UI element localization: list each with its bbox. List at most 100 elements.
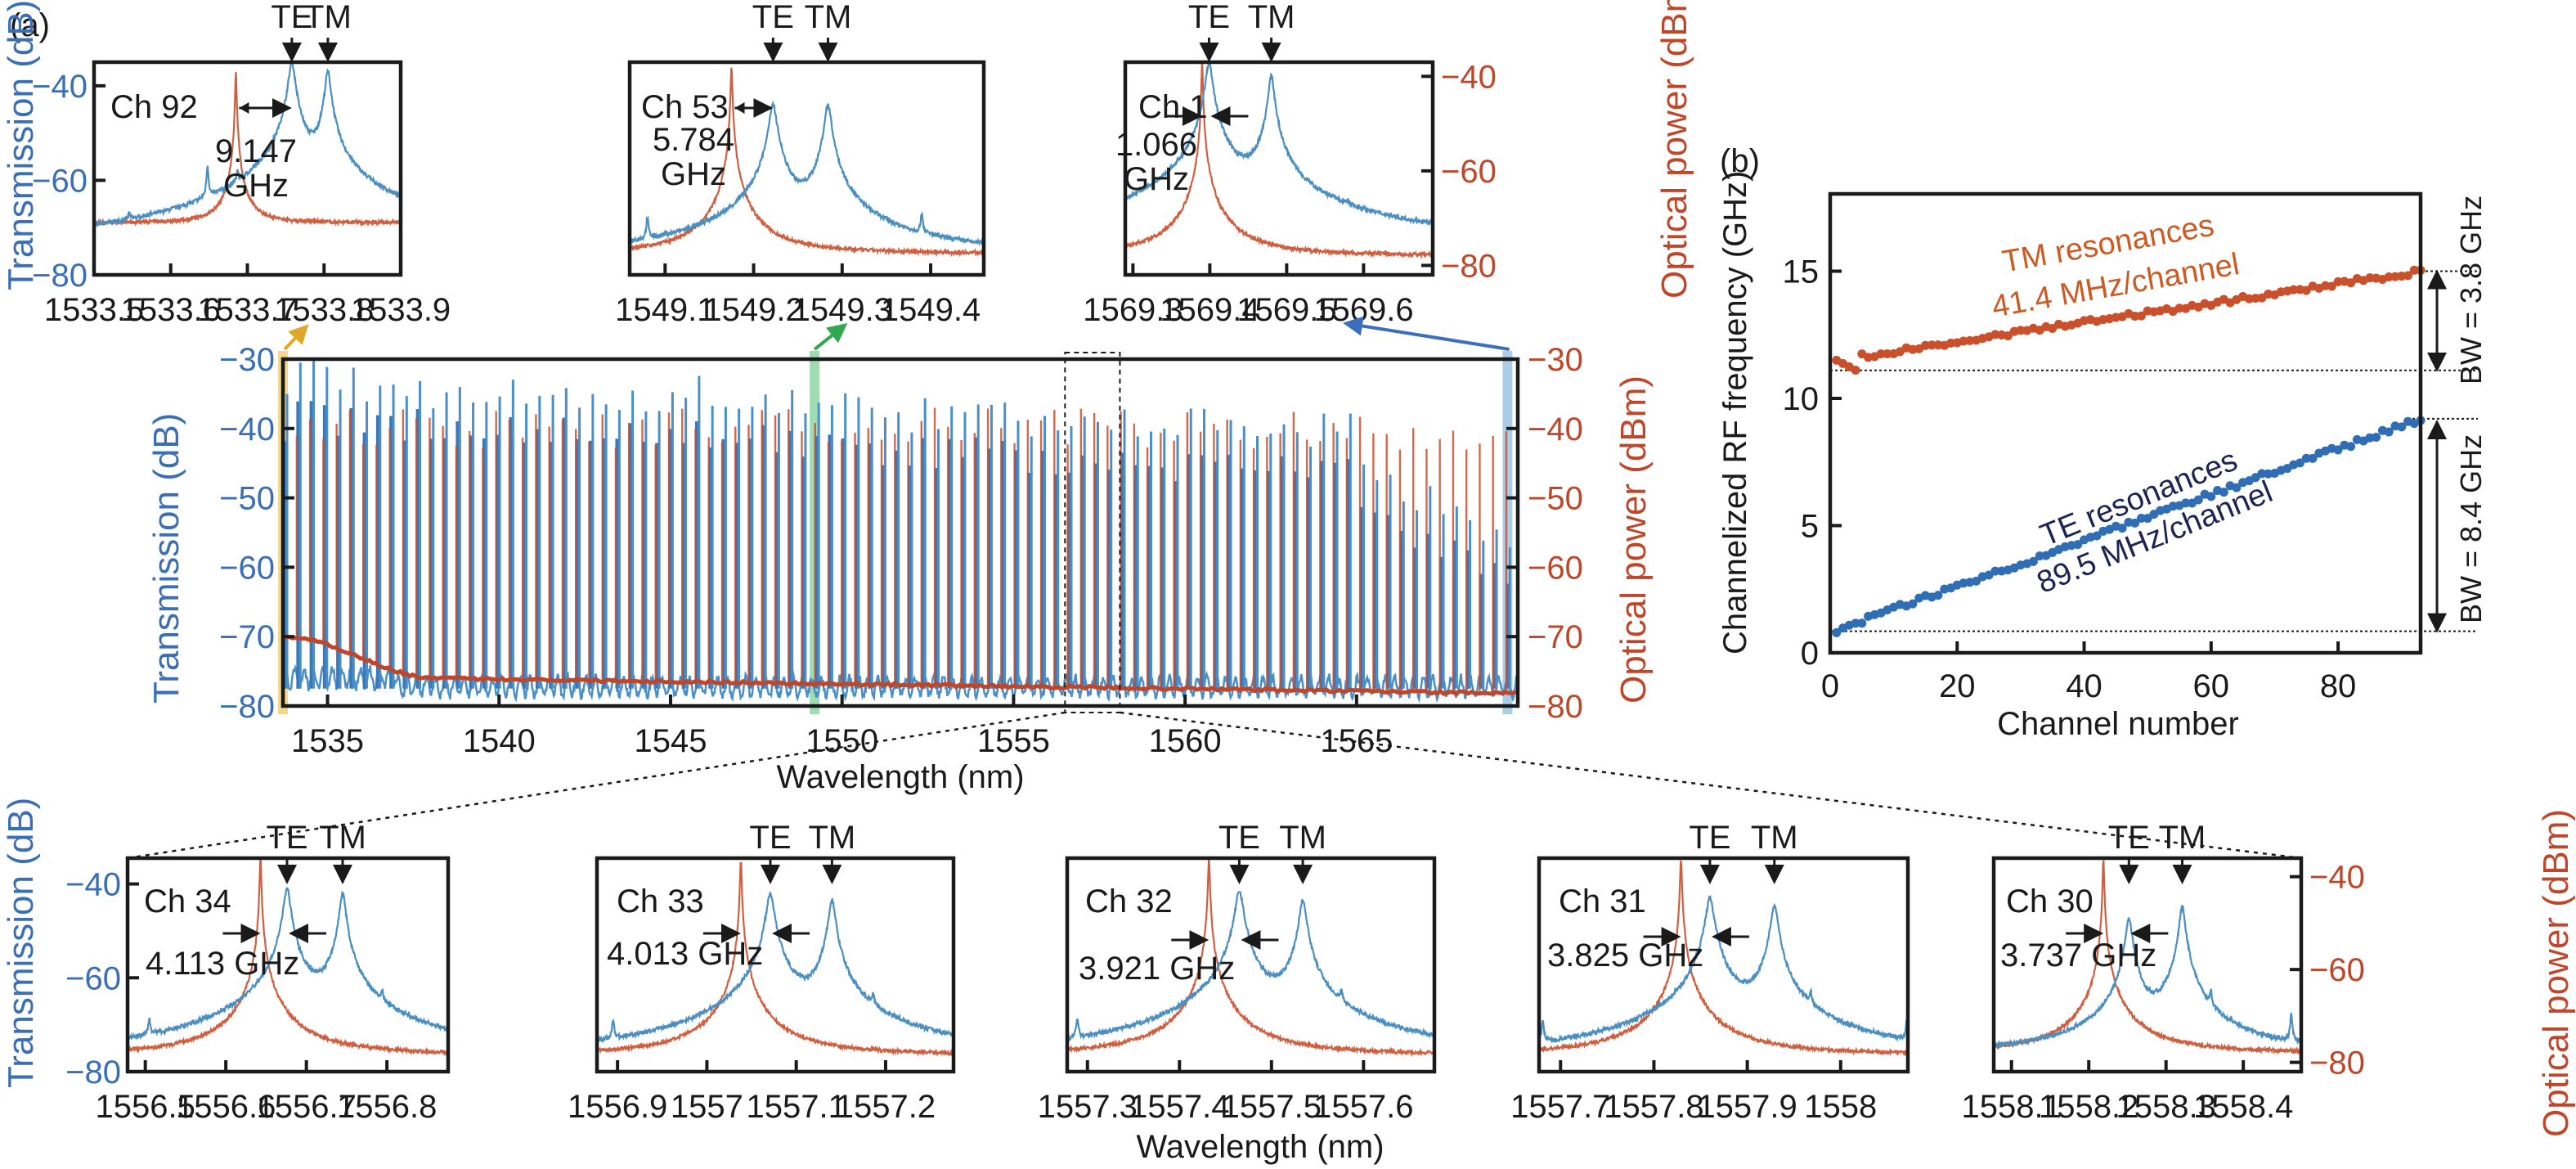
x-tick-label: 1533.8	[274, 292, 374, 328]
y-tick-right-label: −30	[1528, 342, 1583, 378]
x-tick-label: 1545	[634, 723, 707, 759]
traces	[128, 858, 448, 1057]
x-tick-label: 1558.2	[2039, 1089, 2138, 1125]
y-tick-right-label: −60	[1528, 550, 1583, 586]
x-tick-label: 1557.3	[1038, 1089, 1138, 1125]
tm-data-point	[2301, 286, 2311, 295]
te-data-point	[2028, 556, 2038, 566]
optical-power-floor	[283, 634, 1518, 697]
te-data-point	[2232, 483, 2242, 492]
te-marker-label: TE	[266, 820, 307, 856]
separation-value: 4.113 GHz	[146, 946, 299, 982]
channel-label: Ch 32	[1085, 883, 1173, 919]
x-tick-label: 1565	[1320, 723, 1393, 759]
x-tick-label: 1557.1	[747, 1089, 846, 1125]
tm-data-point	[2136, 311, 2146, 321]
te-data-point	[2130, 518, 2140, 528]
channel-label: Ch 92	[110, 89, 198, 125]
tm-marker-label: TM	[304, 0, 352, 35]
transmission-trace	[283, 359, 1518, 704]
x-tick-label: 1557.4	[1129, 1089, 1229, 1125]
arrow-to-ch53	[813, 323, 848, 351]
tm-data-point	[2403, 271, 2412, 281]
y-tick-label: 15	[1783, 254, 1820, 290]
channel-label: Ch 31	[1559, 883, 1646, 919]
main-xlabel: Wavelength (nm)	[776, 759, 1024, 795]
x-tick-label: 1540	[463, 723, 536, 759]
traces	[597, 861, 954, 1057]
transmission-baseline	[283, 663, 1518, 704]
te-data-point	[2397, 422, 2407, 432]
te-data-point	[2117, 524, 2127, 533]
zoom-connector-right	[1120, 711, 2302, 860]
separation-value: 3.825 GHz	[1547, 937, 1703, 973]
x-tick-label: 1533.6	[121, 292, 221, 328]
separation-arrowhead-left	[734, 102, 745, 114]
y-tick-label: −80	[65, 1054, 121, 1090]
y-tick-label: −40	[65, 867, 121, 903]
plot-frame	[1065, 856, 1437, 1074]
y-tick-right-label: −60	[2309, 952, 2365, 988]
tm-data-point	[2384, 272, 2394, 282]
x-tick-label: 1556.6	[176, 1089, 276, 1125]
tm-data-point	[2333, 277, 2343, 286]
te-data-point	[2384, 427, 2394, 437]
te-data-point	[2193, 495, 2203, 505]
transmission-trace	[1539, 895, 1908, 1044]
tm-marker-label: TM	[809, 820, 856, 856]
rf-frequency-chart: 0 20 40 60 80 0 5 10 15	[1783, 191, 2478, 704]
te-data-point	[1972, 576, 1981, 586]
main-spectrum-chart: 1535 1540 1545 1550 1555 1560 1565 −30 −40 −50 −60…	[127, 316, 2302, 860]
y-tick-right-label: −60	[1441, 154, 1497, 190]
transmission-trace	[1125, 62, 1433, 226]
y-tick-right-label: −40	[1528, 411, 1583, 447]
y-tick-label: −40	[32, 69, 88, 105]
te-data-point	[2206, 492, 2216, 501]
x-tick-label: 1558.1	[1962, 1089, 2062, 1125]
transmission-trace	[128, 887, 448, 1041]
x-tick-label: 1533.9	[351, 292, 451, 328]
traces	[1994, 860, 2301, 1055]
te-data-point	[2257, 469, 2267, 479]
zoom-region-box	[1064, 352, 1121, 713]
plot-frame	[280, 357, 1520, 708]
arrow-to-ch92	[283, 324, 309, 351]
x-tick-label: 1557	[671, 1089, 743, 1125]
channel-label: Ch 30	[2006, 883, 2094, 919]
x-tick-label: 40	[2066, 668, 2103, 704]
tm-data-point	[1946, 338, 1956, 348]
te-data-point	[1990, 566, 2000, 576]
tm-data-point	[2365, 273, 2375, 283]
te-data-point	[2333, 445, 2343, 455]
x-tick-label: 1549.4	[881, 292, 981, 328]
channel-label: Ch 1	[1138, 89, 1208, 125]
x-tick-label: 1557.5	[1222, 1089, 1322, 1125]
channel-label: Ch 33	[617, 883, 704, 919]
traces	[1539, 860, 1908, 1057]
channel-label: Ch 53	[641, 89, 729, 125]
y-tick-right-label: −50	[1528, 481, 1583, 517]
te-data-point	[2346, 442, 2356, 452]
arrow-to-ch1	[1343, 316, 1510, 351]
optical-power-trace	[128, 858, 448, 1057]
bw-te-label: BW = 8.4 GHz	[2454, 434, 2488, 623]
optical-power-trace	[1125, 62, 1433, 260]
tm-marker-label: TM	[805, 0, 852, 35]
transmission-trace	[630, 100, 984, 247]
separation-value: 4.013 GHz	[607, 936, 763, 972]
plot-frame	[595, 856, 956, 1074]
tm-data-point	[2130, 311, 2140, 321]
te-data-point	[1908, 599, 1918, 609]
te-data-point	[2295, 458, 2304, 468]
transmission-trace	[94, 62, 401, 228]
y-tick-right-label: −40	[2309, 860, 2365, 896]
x-tick-label: 1550	[806, 723, 878, 759]
x-tick-label: 1549.2	[703, 292, 803, 328]
te-data-point	[2073, 540, 2083, 550]
y-tick-left-label: −60	[219, 550, 275, 586]
y-tick-left-label: −80	[219, 689, 275, 725]
te-data-point	[2092, 531, 2102, 541]
x-tick-label: 1535	[291, 723, 364, 759]
tm-data-point	[1883, 349, 1892, 359]
